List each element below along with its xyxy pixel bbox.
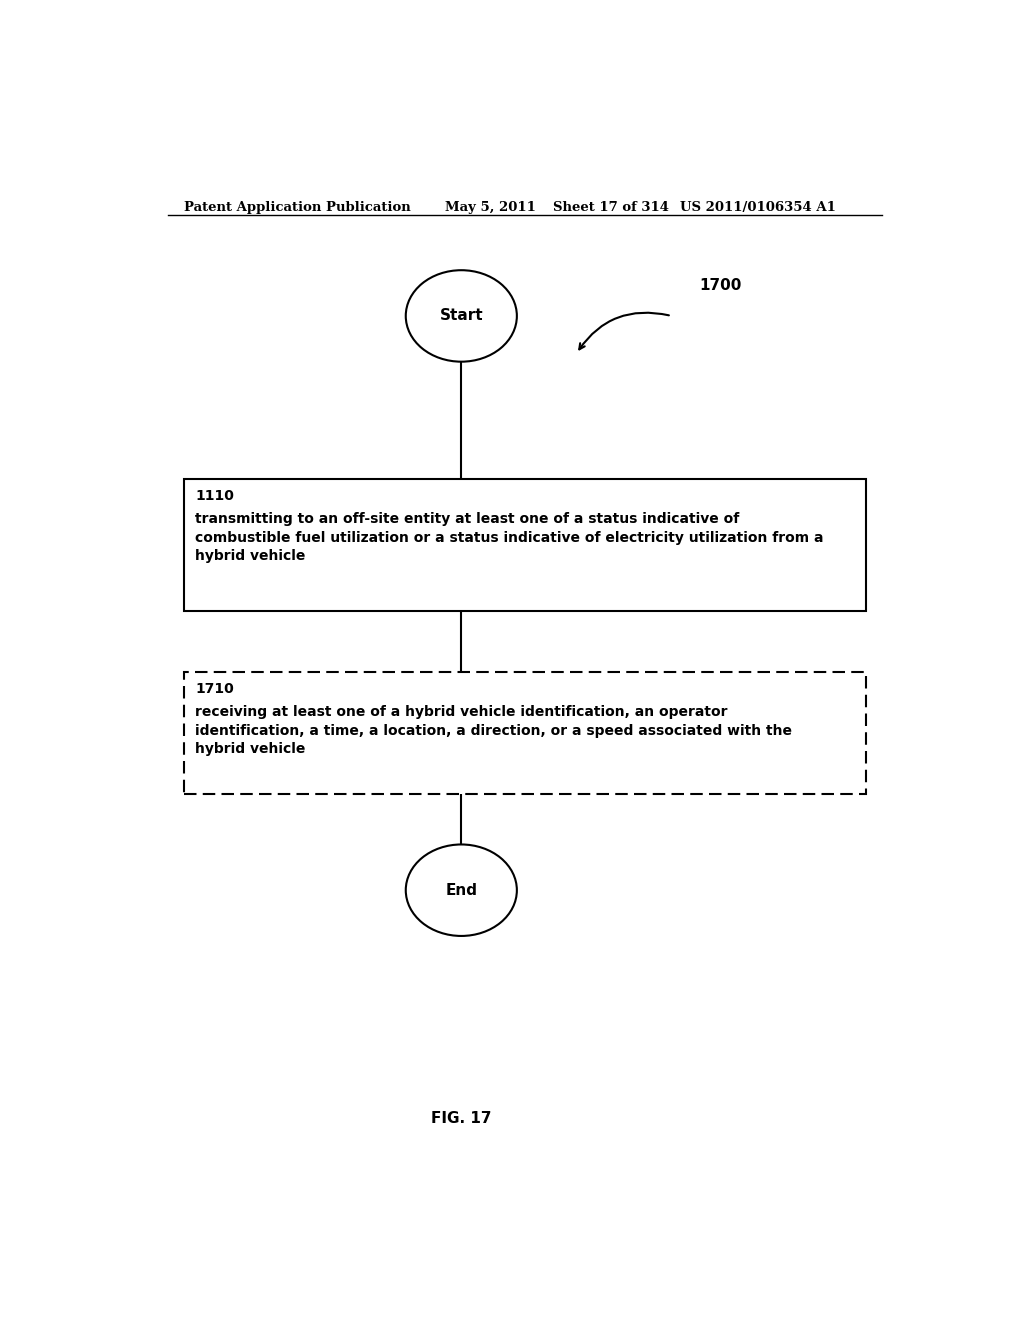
Text: 1110: 1110 xyxy=(196,488,234,503)
FancyBboxPatch shape xyxy=(183,479,866,611)
Text: 1700: 1700 xyxy=(699,279,741,293)
Text: Start: Start xyxy=(439,309,483,323)
FancyBboxPatch shape xyxy=(183,672,866,793)
Text: receiving at least one of a hybrid vehicle identification, an operator
identific: receiving at least one of a hybrid vehic… xyxy=(196,705,793,756)
Text: 1710: 1710 xyxy=(196,682,234,696)
Text: transmitting to an off-site entity at least one of a status indicative of
combus: transmitting to an off-site entity at le… xyxy=(196,512,824,562)
Ellipse shape xyxy=(406,845,517,936)
Text: US 2011/0106354 A1: US 2011/0106354 A1 xyxy=(680,201,836,214)
Text: Patent Application Publication: Patent Application Publication xyxy=(183,201,411,214)
Text: Sheet 17 of 314: Sheet 17 of 314 xyxy=(553,201,669,214)
Text: May 5, 2011: May 5, 2011 xyxy=(445,201,537,214)
Text: FIG. 17: FIG. 17 xyxy=(431,1111,492,1126)
Ellipse shape xyxy=(406,271,517,362)
Text: End: End xyxy=(445,883,477,898)
